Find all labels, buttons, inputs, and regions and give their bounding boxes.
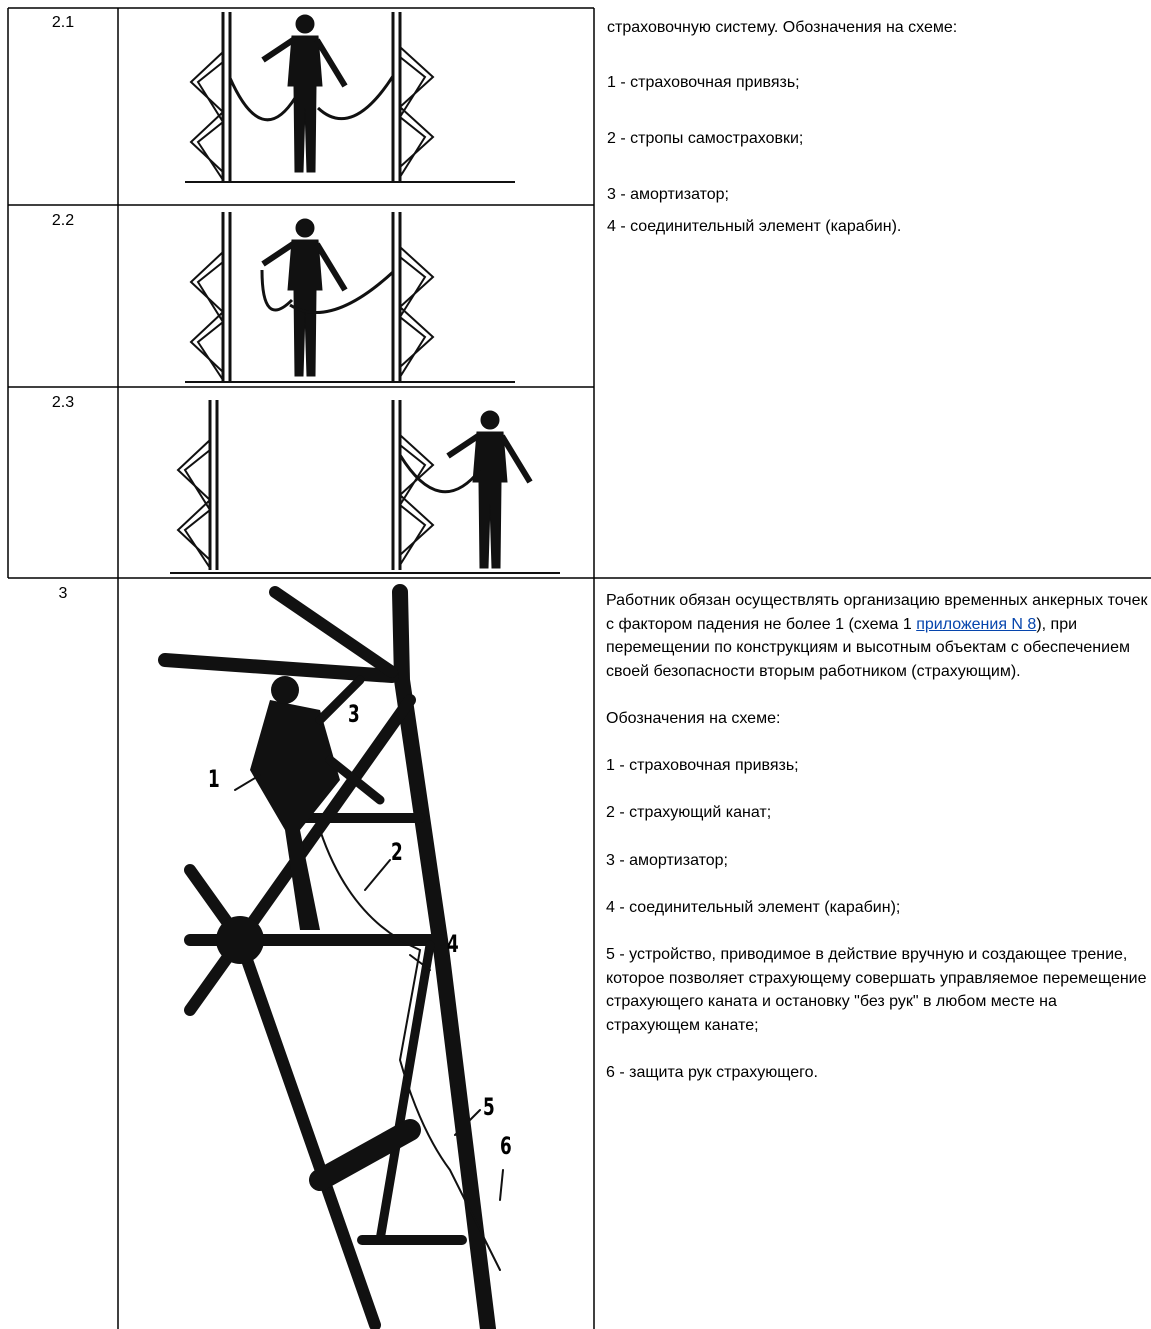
text: ), при перемещении по конструкциям и выс… <box>606 615 1130 680</box>
row-number: 2.1 <box>51 14 75 31</box>
note-item: 2 - стропы самостраховки; <box>607 130 804 147</box>
row-number: 2.2 <box>51 212 75 229</box>
row-number: 3 <box>58 585 68 602</box>
legend-item: 6 - защита рук страхующего. <box>606 1063 818 1081</box>
row-number: 2.3 <box>51 394 75 411</box>
row3-note: Работник обязан осуществлять организацию… <box>606 589 1150 1108</box>
figure-2-3 <box>170 398 560 574</box>
note-item: 4 - соединительный элемент (карабин). <box>607 218 902 235</box>
figure-label: 6 <box>500 1132 512 1160</box>
figure-3 <box>158 584 504 1329</box>
figure-label: 4 <box>447 930 459 958</box>
figure-label: 1 <box>208 765 220 793</box>
legend-item: 4 - соединительный элемент (карабин); <box>606 898 901 916</box>
paragraph: Работник обязан осуществлять организацию… <box>606 589 1150 683</box>
figure-2-2 <box>185 210 515 384</box>
legend-item: 1 - страховочная привязь; <box>606 757 799 775</box>
link[interactable]: приложения N 8 <box>916 615 1037 633</box>
text: Работник обязан осуществлять организацию… <box>606 592 1148 633</box>
legend-title: Обозначения на схеме: <box>606 709 781 727</box>
figure-label: 5 <box>483 1093 495 1121</box>
note-item: 3 - амортизатор; <box>607 186 729 203</box>
legend-item: 2 - страхующий канат; <box>606 804 772 822</box>
figure-2-1 <box>185 10 515 184</box>
table-borders <box>7 7 1151 1329</box>
note-item: 1 - страховочная привязь; <box>607 74 800 91</box>
figure-label: 3 <box>348 700 360 728</box>
legend-item: 3 - амортизатор; <box>606 851 728 869</box>
figure-label: 2 <box>391 838 403 866</box>
legend-item: 5 - устройство, приводимое в действие вр… <box>606 945 1147 1034</box>
note-intro: страховочную систему. Обозначения на схе… <box>607 19 958 36</box>
